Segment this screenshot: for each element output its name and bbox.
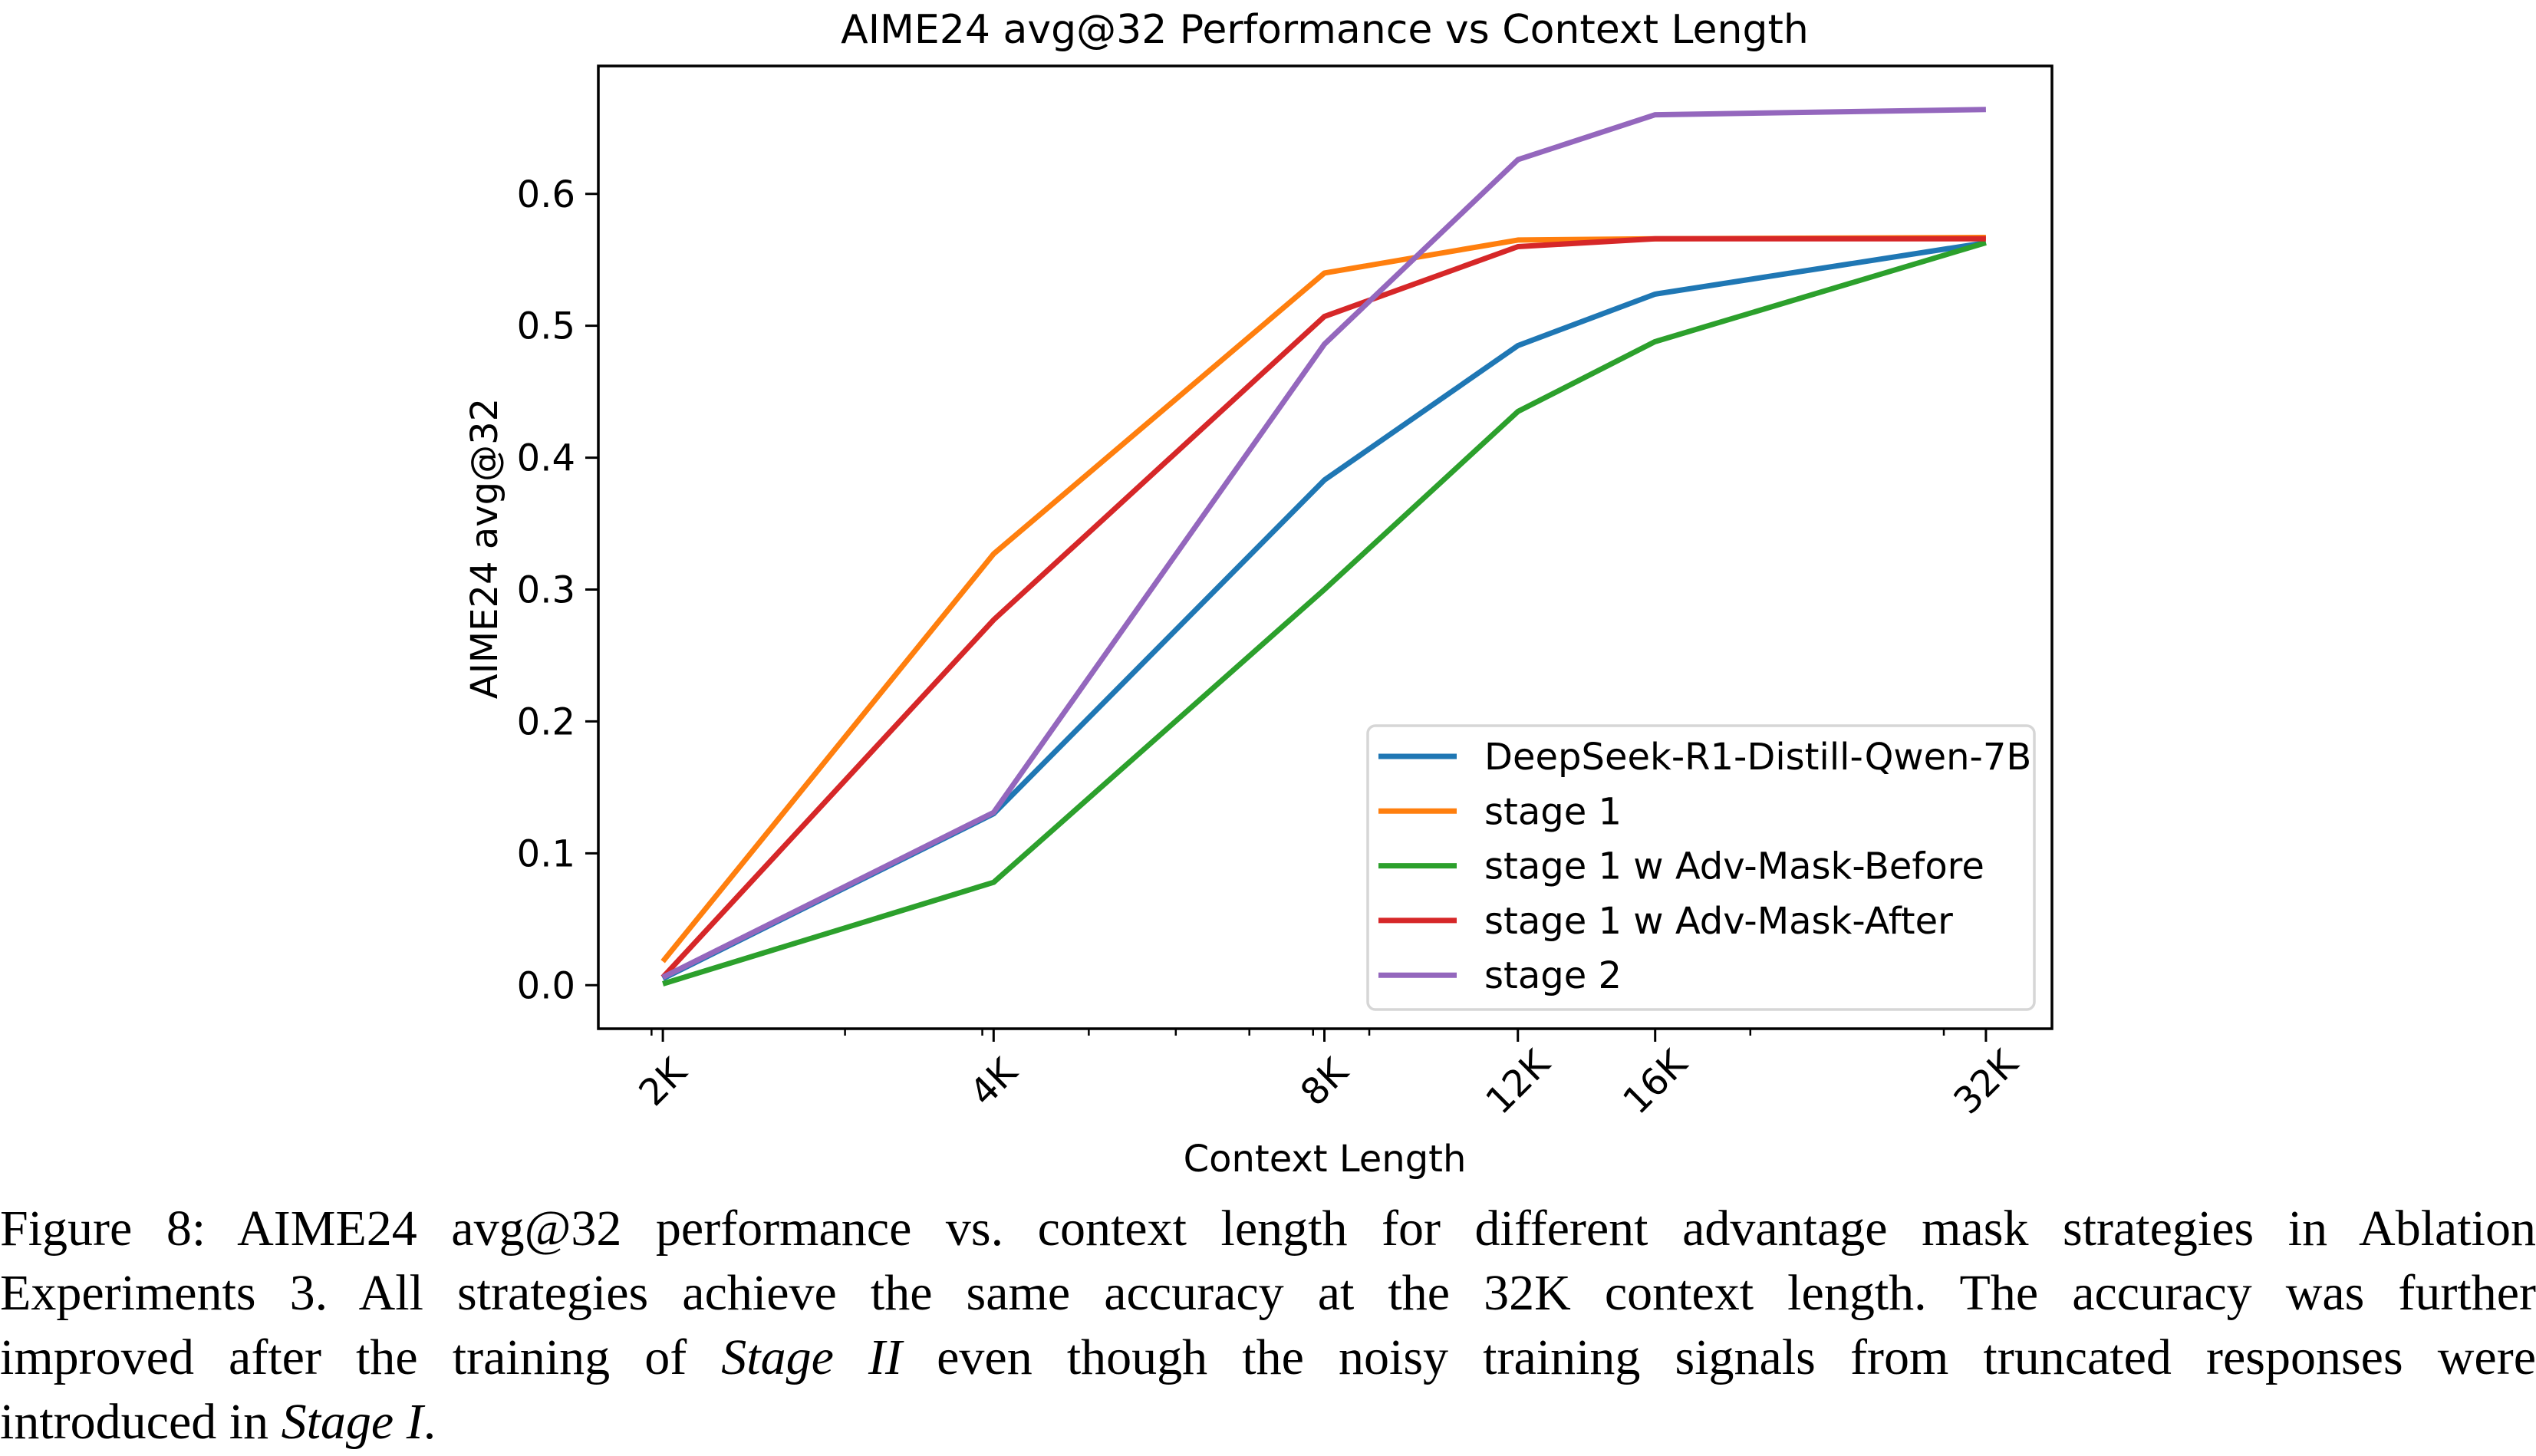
series-line-2 [662,240,1987,987]
x-tick-label: 16K [1615,1041,1696,1122]
legend-item: DeepSeek-R1-Distill-Qwen-7B [1378,736,2031,779]
legend-label: stage 1 [1484,790,1622,833]
legend-frame [1366,724,2036,1011]
y-axis: 0.0 0.1 0.2 0.3 0.4 0.5 0.6 [517,173,598,1007]
caption-line: improved after the training of Stage II … [0,1326,2536,1390]
y-tick-label: 0.3 [517,569,575,612]
y-axis-label: AIME24 avg@32 [463,398,506,699]
legend-item: stage 2 [1378,954,1622,997]
caption-text: Figure 8: AIME24 avg@32 performance vs. … [0,1201,2536,1257]
series-line-3 [660,236,1986,980]
legend-label: stage 2 [1484,954,1622,997]
legend-item: stage 1 [1378,790,1622,833]
legend: DeepSeek-R1-Distill-Qwen-7B stage 1 stage … [1366,724,2036,1011]
x-tick-label: 2K [631,1049,696,1115]
x-axis: 2K 4K 8K 12K 16K 32K [631,1029,2027,1123]
caption-text: Experiments 3. All strategies achieve th… [0,1265,2536,1321]
chart-title: AIME24 avg@32 Performance vs Context Len… [841,7,1809,53]
legend-item: stage 1 w Adv-Mask-After [1378,900,1953,943]
x-tick-label: 12K [1477,1041,1559,1122]
legend-label: stage 1 w Adv-Mask-Before [1484,845,1984,888]
caption-emphasis: Stage I [281,1394,423,1450]
series-line-4 [661,107,1986,980]
plot-lines [660,107,1987,987]
y-tick-label: 0.4 [517,437,575,480]
caption-text: . [423,1394,436,1450]
legend-label: DeepSeek-R1-Distill-Qwen-7B [1484,736,2031,779]
y-tick-label: 0.2 [517,700,575,743]
y-tick-label: 0.6 [517,173,575,216]
caption-emphasis: Stage II [721,1329,902,1385]
y-tick-label: 0.1 [517,832,575,875]
figure-caption: Figure 8: AIME24 avg@32 performance vs. … [0,1197,2536,1454]
y-tick-label: 0.5 [517,305,575,348]
caption-line: Experiments 3. All strategies achieve th… [0,1261,2536,1326]
caption-text: improved after the training of [0,1329,722,1385]
x-tick-label: 4K [962,1049,1027,1115]
caption-text: even though the noisy training signals f… [902,1329,2536,1385]
legend-label: stage 1 w Adv-Mask-After [1484,900,1953,943]
x-axis-label: Context Length [1184,1138,1467,1181]
x-tick-label: 32K [1945,1041,2027,1122]
x-tick-label: 8K [1293,1049,1358,1115]
caption-line: Figure 8: AIME24 avg@32 performance vs. … [0,1197,2536,1261]
y-tick-label: 0.0 [517,964,575,1007]
line-chart: AIME24 avg@32 Performance vs Context Len… [463,7,2054,1181]
legend-item: stage 1 w Adv-Mask-Before [1378,845,1984,888]
caption-line: introduced in Stage I. [0,1390,2536,1454]
caption-text: introduced in [0,1394,282,1450]
